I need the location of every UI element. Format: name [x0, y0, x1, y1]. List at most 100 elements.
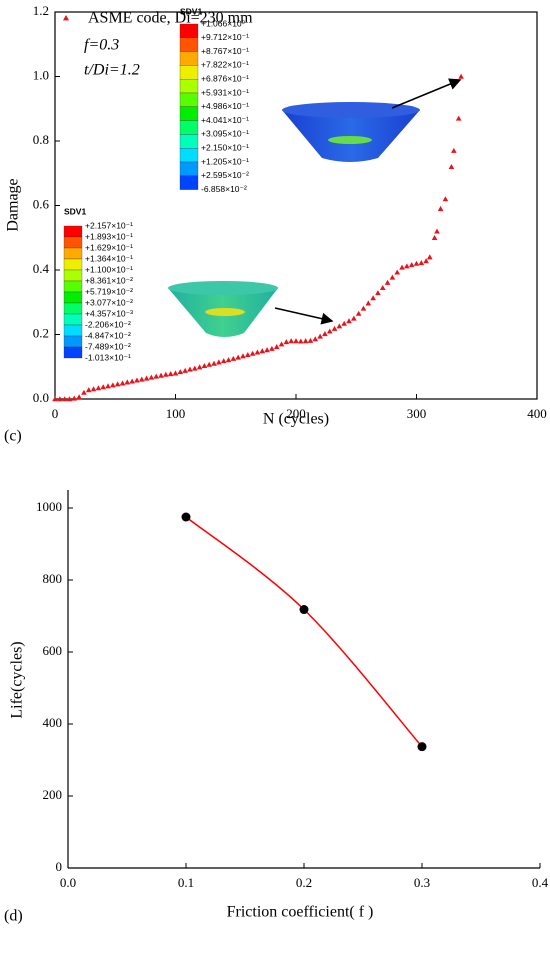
data-point	[434, 228, 440, 234]
contour-label: +4.986×10⁻¹	[201, 101, 249, 111]
data-point	[172, 370, 179, 376]
data-point	[181, 512, 191, 522]
data-point	[417, 742, 427, 752]
contour-label: +2.150×10⁻¹	[201, 142, 249, 152]
panel-label: (d)	[4, 908, 23, 925]
fe-model-image	[282, 102, 420, 162]
data-point	[90, 386, 97, 392]
panel-label: (c)	[4, 428, 22, 445]
y-tick-label: 0	[56, 859, 63, 874]
data-point	[317, 333, 323, 339]
data-point	[71, 395, 78, 401]
y-tick-label: 200	[43, 787, 63, 802]
data-point	[201, 362, 208, 369]
x-tick-label: 0.0	[60, 875, 76, 890]
contour-label: +9.712×10⁻¹	[201, 32, 249, 42]
x-tick-label: 0.1	[178, 875, 194, 890]
data-point	[124, 379, 131, 385]
contour-band	[63, 313, 83, 326]
data-point	[336, 323, 343, 329]
contour-label: -7.489×10⁻²	[85, 341, 131, 351]
data-point	[187, 366, 193, 372]
data-point	[52, 396, 58, 402]
contour-band	[179, 23, 199, 38]
contour-label: +1.100×10⁻¹	[85, 264, 133, 274]
y-tick-label: 1.0	[33, 67, 49, 82]
y-tick-label: 0.8	[33, 132, 49, 147]
contour-band	[63, 258, 83, 271]
data-point	[148, 374, 155, 380]
data-point	[114, 381, 121, 387]
data-point	[341, 320, 347, 326]
contour-label: -6.858×10⁻²	[201, 184, 247, 194]
y-tick-label: 1000	[36, 499, 62, 514]
contour-band	[179, 148, 199, 163]
data-point	[384, 279, 391, 285]
x-tick-label: 0.4	[532, 875, 549, 890]
contour-band	[63, 269, 83, 282]
data-point	[254, 349, 261, 355]
data-point	[423, 258, 429, 264]
data-point	[448, 164, 455, 170]
data-point	[331, 325, 338, 331]
arrow	[391, 78, 462, 109]
y-axis-title: Damage	[5, 178, 22, 231]
contour-label: +4.357×10⁻³	[85, 308, 133, 318]
y-tick-label: 0.6	[33, 196, 50, 211]
data-point	[182, 367, 188, 373]
contour-label: +1.364×10⁻¹	[85, 253, 133, 263]
contour-band	[179, 37, 199, 52]
data-point	[326, 328, 333, 334]
contour-title: SDV1	[64, 206, 86, 216]
y-tick-label: 800	[43, 571, 63, 586]
contour-label: -4.847×10⁻²	[85, 330, 131, 340]
x-tick-label: 400	[527, 406, 547, 421]
data-point	[312, 336, 319, 342]
annotation: f=0.3	[84, 37, 119, 54]
x-tick-label: 200	[286, 406, 306, 421]
data-point	[100, 384, 106, 390]
contour-band	[63, 280, 83, 293]
data-point	[167, 371, 174, 377]
data-point	[129, 378, 135, 384]
contour-label: +2.157×10⁻¹	[85, 220, 133, 230]
data-point	[302, 338, 309, 344]
data-point	[138, 376, 145, 382]
data-point	[283, 339, 290, 345]
arrow	[274, 307, 334, 325]
contour-label: +7.822×10⁻¹	[201, 60, 249, 70]
data-point	[177, 369, 184, 375]
data-point	[191, 365, 198, 371]
contour-band	[63, 225, 83, 238]
data-point	[211, 360, 217, 366]
data-point	[61, 396, 68, 402]
data-point	[431, 234, 438, 240]
data-point	[95, 385, 102, 391]
contour-band	[179, 92, 199, 107]
data-point	[298, 338, 304, 344]
data-point	[105, 383, 111, 389]
data-point	[355, 310, 362, 316]
contour-label: +5.931×10⁻¹	[201, 87, 249, 97]
data-line	[185, 516, 423, 748]
data-point	[143, 375, 150, 381]
data-point	[437, 205, 444, 211]
contour-band	[179, 51, 199, 66]
data-point	[426, 254, 433, 260]
data-point	[220, 358, 227, 364]
data-point	[249, 350, 256, 356]
data-point	[119, 380, 126, 386]
contour-band	[63, 335, 83, 348]
x-axis-title: N (cycles)	[263, 411, 329, 428]
contour-band	[63, 302, 83, 315]
contour-label: +8.767×10⁻¹	[201, 46, 249, 56]
contour-label: +4.041×10⁻¹	[201, 115, 249, 125]
data-point	[81, 389, 87, 395]
data-point	[269, 345, 275, 351]
data-point	[163, 371, 169, 377]
contour-band	[179, 175, 199, 190]
data-point	[399, 264, 405, 270]
contour-label: +1.629×10⁻¹	[85, 242, 133, 252]
data-point	[389, 274, 396, 280]
